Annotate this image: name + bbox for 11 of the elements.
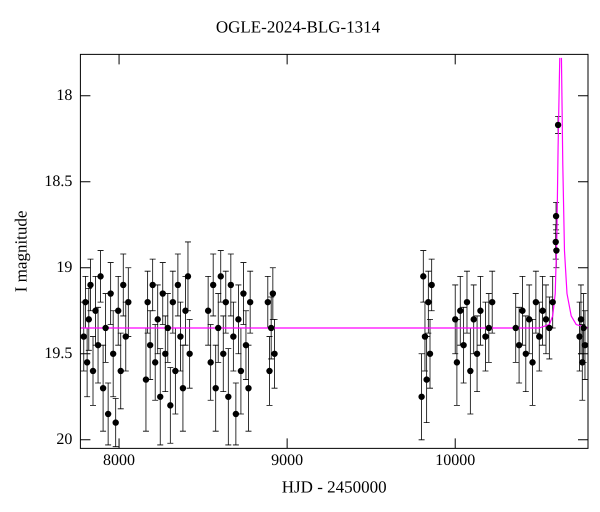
x-tick-label: 8000 [103, 452, 136, 470]
x-tick-label: 9000 [271, 452, 304, 470]
x-tick-label: 10000 [435, 452, 476, 470]
x-axis-title: HJD - 2450000 [282, 477, 387, 496]
y-tick-label: 18 [56, 86, 72, 104]
y-tick-label: 19.5 [44, 344, 72, 362]
y-axis-title: I magnitude [12, 210, 31, 292]
y-tick-label: 19 [56, 258, 72, 276]
y-tick-label: 18.5 [44, 172, 72, 190]
chart-title: OGLE-2024-BLG-1314 [216, 18, 381, 37]
y-tick-label: 20 [56, 431, 72, 448]
